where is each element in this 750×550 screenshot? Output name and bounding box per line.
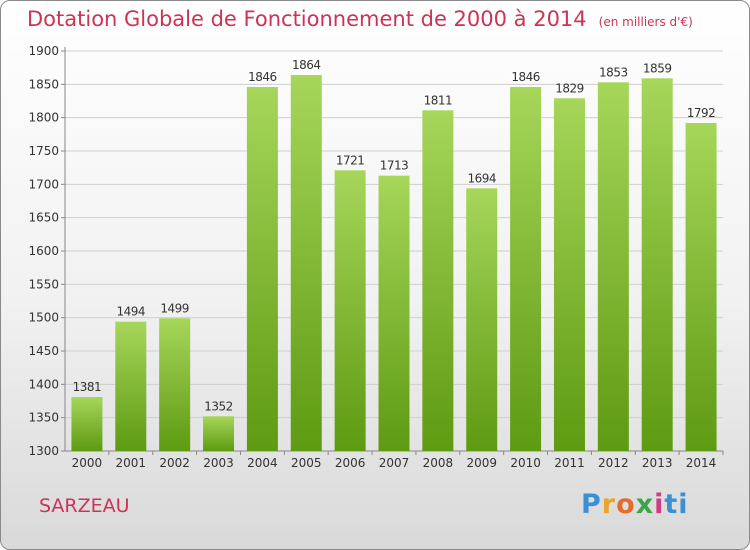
y-tick-label: 1750: [28, 144, 59, 158]
logo-letter: r: [601, 489, 617, 520]
data-label-2009: 1694: [467, 171, 496, 185]
bar-2011: [553, 98, 585, 451]
bar-2003: [203, 416, 235, 451]
x-tick-label-2012: 2012: [598, 456, 629, 470]
x-tick-label-2007: 2007: [379, 456, 410, 470]
bar-2005: [290, 75, 322, 451]
city-name: SARZEAU: [39, 495, 130, 517]
data-label-2010: 1846: [511, 70, 540, 84]
x-tick-label-2014: 2014: [686, 456, 717, 470]
x-tick-label-2002: 2002: [159, 456, 190, 470]
y-tick-label: 1350: [28, 411, 59, 425]
bar-2008: [422, 110, 454, 451]
y-tick-label: 1500: [28, 311, 59, 325]
bar-2002: [159, 318, 191, 451]
bar-2006: [334, 170, 366, 452]
x-tick-label-2005: 2005: [291, 456, 322, 470]
bar-2013: [641, 78, 673, 451]
y-tick-label: 1850: [28, 77, 59, 91]
x-tick-label-2000: 2000: [72, 456, 103, 470]
data-label-2014: 1792: [687, 106, 716, 120]
y-tick-label: 1650: [28, 211, 59, 225]
data-labels: 1381 1494 1499 1352 1846 1864 1721 1713 1811 1694…: [73, 58, 716, 413]
data-label-2007: 1713: [380, 159, 409, 173]
axes: 1300 1350 1400 1450 1500 1550 1600 1650 1700 1750…: [28, 44, 724, 470]
logo-letter: i: [678, 489, 689, 520]
logo-letter: x: [635, 489, 655, 520]
y-tick-label: 1700: [28, 177, 59, 191]
x-tick-label-2006: 2006: [335, 456, 366, 470]
bar-2000: [71, 397, 103, 451]
data-label-2006: 1721: [336, 153, 365, 167]
bar-chart: 1300 1350 1400 1450 1500 1550 1600 1650 1700 1750…: [28, 44, 724, 470]
logo-letter: t: [664, 489, 679, 520]
data-label-2012: 1853: [599, 65, 628, 79]
logo-letter: P: [581, 489, 602, 520]
bar-2010: [510, 87, 542, 451]
x-tick-label-2009: 2009: [466, 456, 497, 470]
x-tick-label-2011: 2011: [554, 456, 585, 470]
data-label-2011: 1829: [555, 81, 584, 95]
y-tick-label: 1900: [28, 44, 59, 58]
data-label-2008: 1811: [424, 93, 453, 107]
chart-title: Dotation Globale de Fonctionnement de 20…: [27, 7, 693, 31]
bar-2007: [378, 175, 410, 451]
bar-2009: [466, 188, 498, 452]
logo-letter: o: [616, 489, 636, 520]
x-tick-label-2004: 2004: [247, 456, 278, 470]
bar-2014: [685, 123, 717, 451]
y-tick-label: 1300: [28, 444, 59, 458]
bars: [71, 75, 717, 452]
x-tick-label-2010: 2010: [510, 456, 541, 470]
bar-2004: [246, 87, 278, 451]
bar-2001: [115, 321, 147, 451]
x-tick-label-2001: 2001: [116, 456, 147, 470]
proxiti-logo: Proxiti: [581, 489, 689, 520]
data-label-2003: 1352: [204, 399, 233, 413]
data-label-2005: 1864: [292, 58, 321, 72]
y-tick-label: 1400: [28, 377, 59, 391]
y-tick-label: 1800: [28, 111, 59, 125]
y-tick-label: 1550: [28, 277, 59, 291]
chart-title-text: Dotation Globale de Fonctionnement de 20…: [27, 7, 587, 31]
data-label-2001: 1494: [117, 305, 146, 319]
x-tick-label-2003: 2003: [203, 456, 234, 470]
x-tick-label-2013: 2013: [642, 456, 673, 470]
x-tick-label-2008: 2008: [423, 456, 454, 470]
data-label-2002: 1499: [160, 301, 189, 315]
y-tick-label: 1450: [28, 344, 59, 358]
chart-unit: (en milliers d'€): [598, 15, 693, 29]
y-tick-label: 1600: [28, 244, 59, 258]
data-label-2013: 1859: [643, 61, 672, 75]
logo-letter: i: [654, 489, 665, 520]
bar-2012: [597, 82, 629, 451]
data-label-2004: 1846: [248, 70, 277, 84]
data-label-2000: 1381: [73, 380, 102, 394]
